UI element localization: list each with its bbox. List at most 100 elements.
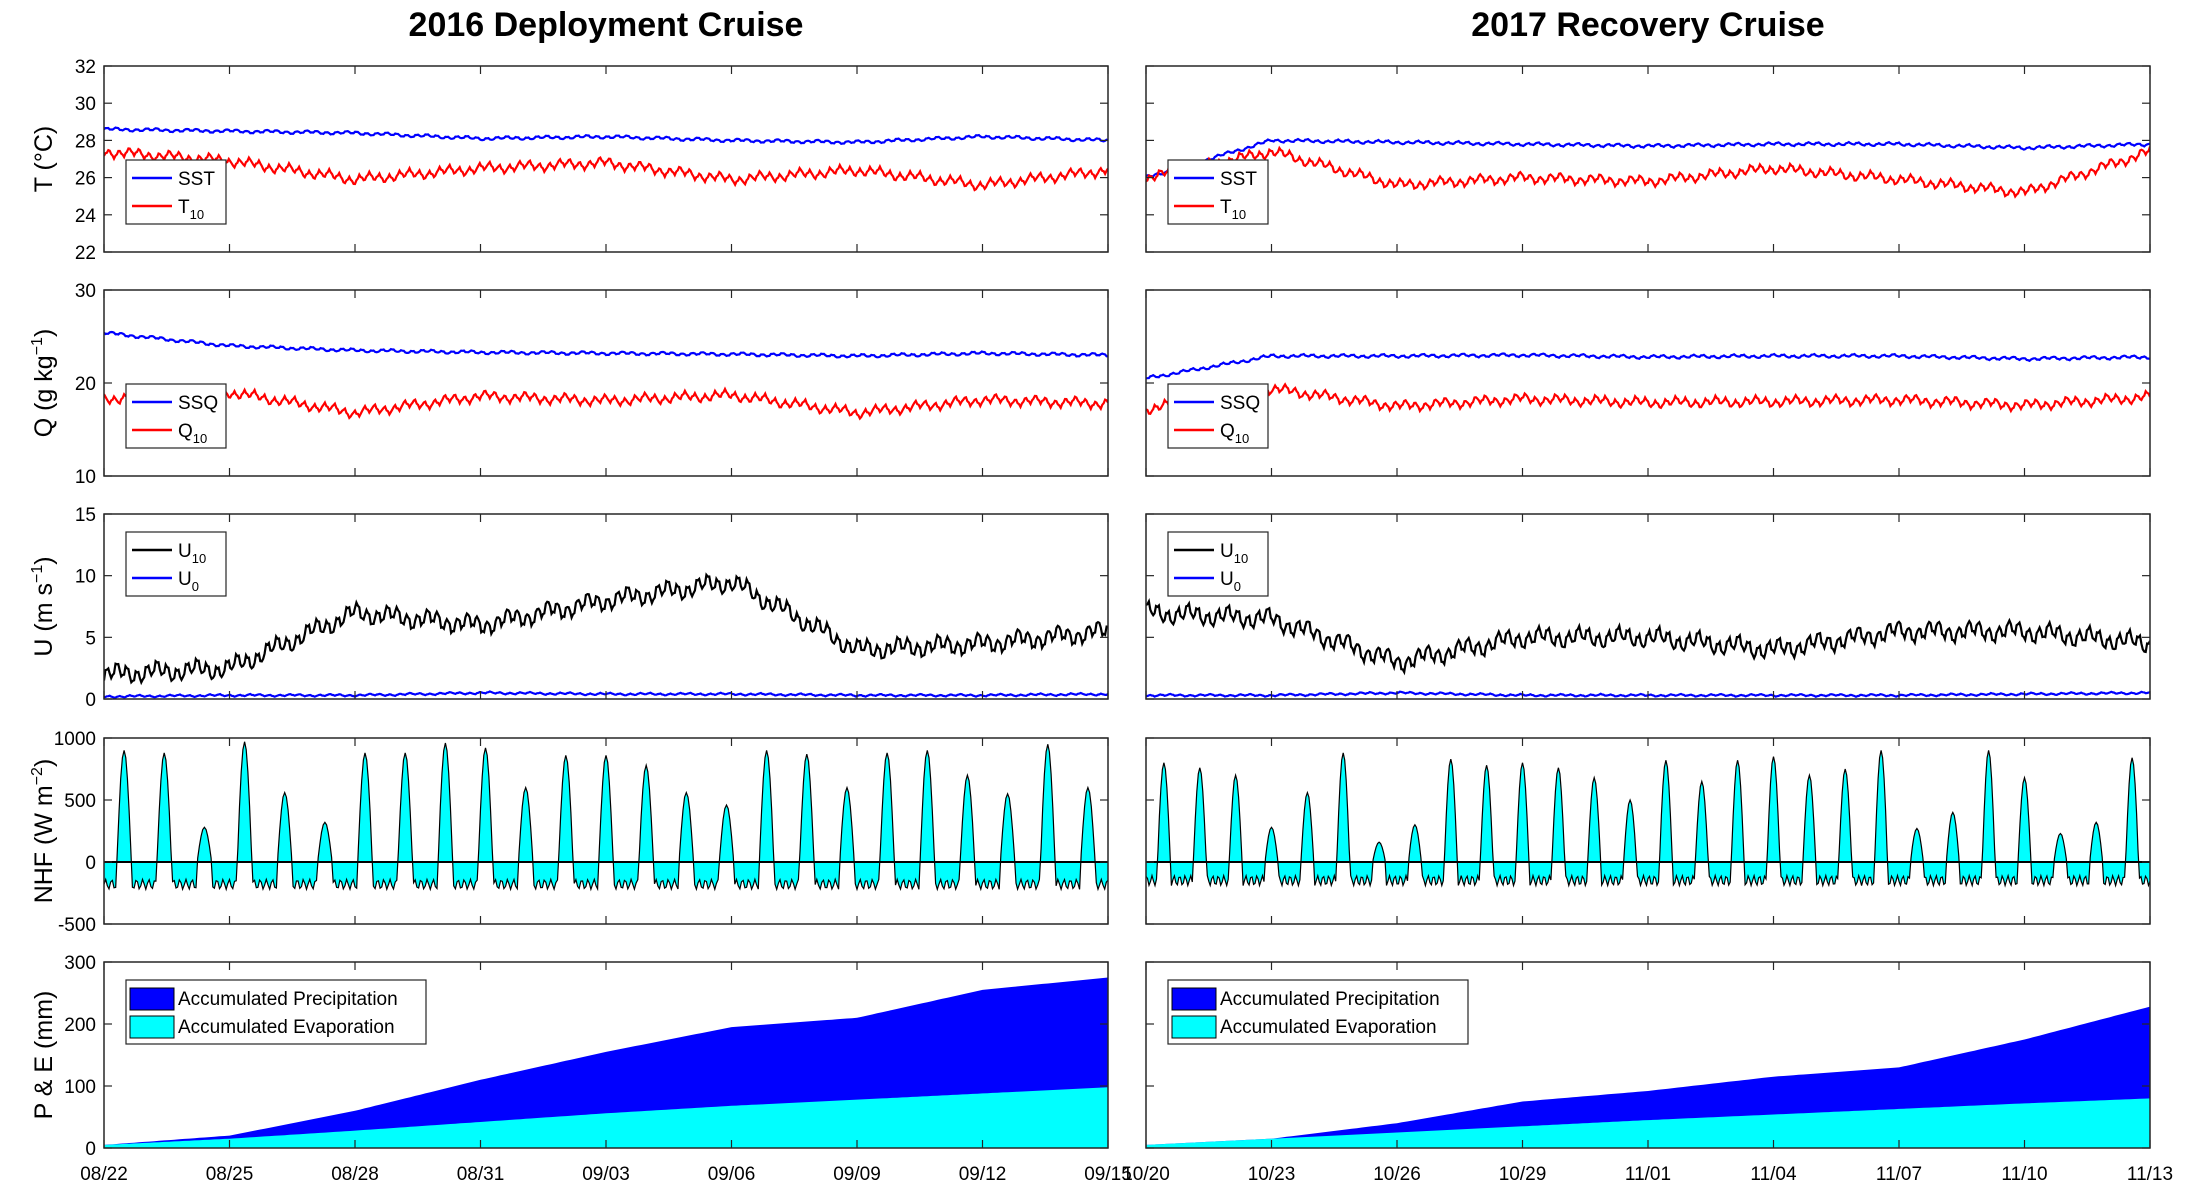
y-tick-label: 1000 (54, 729, 96, 750)
x-tick-label: 11/04 (1750, 1164, 1797, 1185)
panel-grid: 22 24 26 28 30 32 T (°C) SST T10 10 20 30 Q (g kg−1)… (29, 57, 2173, 1185)
panel-2016-temperature: 22 24 26 28 30 32 T (°C) SST T10 (30, 57, 1109, 264)
y-tick-label: 10 (75, 467, 96, 488)
y-tick-label: 100 (64, 1077, 96, 1098)
legend-label: U0 (178, 569, 199, 594)
x-tick-label: 10/20 (1122, 1164, 1170, 1185)
column-title-2016: 2016 Deployment Cruise (409, 6, 804, 44)
legend-label: T10 (178, 197, 204, 222)
axes-frame (1145, 737, 2151, 925)
panel-2017-precip-evap: 10/20 10/23 10/26 10/29 11/01 11/04 11/07 11/10… (1122, 961, 2173, 1185)
y-tick-label: 20 (75, 374, 96, 395)
nhf-line (104, 741, 1108, 892)
y-tick-label: -500 (58, 915, 96, 936)
x-tick-label: 11/07 (1876, 1164, 1922, 1185)
legend-swatch (129, 1015, 175, 1039)
panel-2016-net-heat-flux: -500 0 500 1000 NHF (W m−2) (29, 729, 1109, 936)
panel-2017-temperature: SST T10 (1145, 65, 2151, 253)
x-tick-label: 10/26 (1373, 1164, 1421, 1185)
y-tick-label: 15 (75, 505, 96, 526)
x-tick-label: 11/01 (1625, 1164, 1671, 1185)
panel-2016-humidity: 10 20 30 Q (g kg−1) SSQ Q10 (29, 281, 1109, 488)
x-tick-label: 10/23 (1248, 1164, 1296, 1185)
y-tick-label: 22 (75, 243, 96, 264)
legend-box (1167, 383, 1269, 449)
legend-label: Accumulated Evaporation (1220, 1017, 1437, 1038)
legend-label: Q10 (178, 421, 207, 446)
series-line-sst (1146, 137, 2150, 178)
column-title-2017: 2017 Recovery Cruise (1471, 6, 1824, 44)
x-tick-label: 08/22 (80, 1164, 128, 1185)
legend: Accumulated Precipitation Accumulated Eva… (125, 979, 427, 1045)
y-tick-label: 0 (85, 690, 96, 711)
x-tick-label: 09/06 (708, 1164, 756, 1185)
legend: Accumulated Precipitation Accumulated Eva… (1167, 979, 1469, 1045)
plot-area (1146, 352, 2150, 415)
legend-box (1167, 159, 1269, 225)
legend: SSQ Q10 (125, 383, 227, 449)
series-line-t10 (1146, 145, 2150, 199)
series-line-q10 (1146, 382, 2150, 415)
y-axis-label: Q (g kg−1) (29, 329, 58, 438)
axes-frame (1145, 513, 2151, 700)
plot-area (104, 330, 1108, 421)
y-tick-label: 32 (75, 57, 96, 78)
x-tick-label: 08/31 (457, 1164, 505, 1185)
legend-label: T10 (1220, 197, 1246, 222)
legend-label: Q10 (1220, 421, 1249, 446)
axes-frame (1145, 289, 2151, 477)
legend-box (125, 159, 227, 225)
legend: SST T10 (125, 159, 227, 225)
y-axis-label: T (°C) (30, 126, 58, 192)
legend-swatch (1171, 1015, 1217, 1039)
panel-2017-humidity: SSQ Q10 (1145, 289, 2151, 477)
x-tick-label: 11/10 (2001, 1164, 2047, 1185)
series-line-u10 (104, 572, 1108, 686)
plot-area (104, 126, 1108, 192)
series-line-sst (104, 126, 1108, 145)
y-tick-label: 24 (75, 206, 97, 227)
legend-label: SST (178, 169, 215, 190)
axes-frame (103, 65, 1109, 253)
y-tick-label: 5 (85, 628, 96, 649)
y-tick-label: 0 (85, 853, 96, 874)
legend-box (1167, 531, 1269, 597)
legend-label: Accumulated Precipitation (1220, 989, 1440, 1010)
plot-area (104, 572, 1108, 699)
y-tick-label: 200 (64, 1015, 96, 1036)
y-axis-label: NHF (W m−2) (29, 759, 58, 904)
y-tick-label: 10 (75, 567, 96, 588)
nhf-area (104, 741, 1108, 890)
series-line-ssq (1146, 352, 2150, 380)
legend-swatch (129, 987, 175, 1011)
legend-box (125, 383, 227, 449)
x-tick-label: 09/12 (959, 1164, 1007, 1185)
y-tick-label: 0 (85, 1139, 96, 1160)
legend-label: U10 (1220, 541, 1248, 566)
nhf-line (1146, 750, 2150, 888)
legend-label: Accumulated Evaporation (178, 1017, 395, 1038)
x-tick-label: 08/25 (206, 1164, 254, 1185)
plot-area (1146, 597, 2150, 699)
legend-label: SSQ (178, 393, 218, 414)
y-tick-label: 26 (75, 169, 96, 190)
legend-box (125, 979, 427, 1045)
panel-2016-precip-evap: 0 100 200 300 08/22 08/25 08/28 08/31 09/03 09/06… (30, 953, 1132, 1185)
series-line-ssq (104, 330, 1108, 359)
plot-area (1146, 137, 2150, 199)
legend: SSQ Q10 (1167, 383, 1269, 449)
y-tick-label: 30 (75, 94, 96, 115)
axes-frame (103, 289, 1109, 477)
x-tick-label: 09/03 (582, 1164, 630, 1185)
x-tick-label: 11/13 (2127, 1164, 2173, 1185)
y-axis-label: U (m s−1) (29, 556, 58, 656)
x-tick-label: 08/28 (331, 1164, 379, 1185)
y-tick-label: 30 (75, 281, 96, 302)
x-tick-label: 10/29 (1499, 1164, 1547, 1185)
y-tick-label: 28 (75, 131, 96, 152)
legend-box (125, 531, 227, 597)
